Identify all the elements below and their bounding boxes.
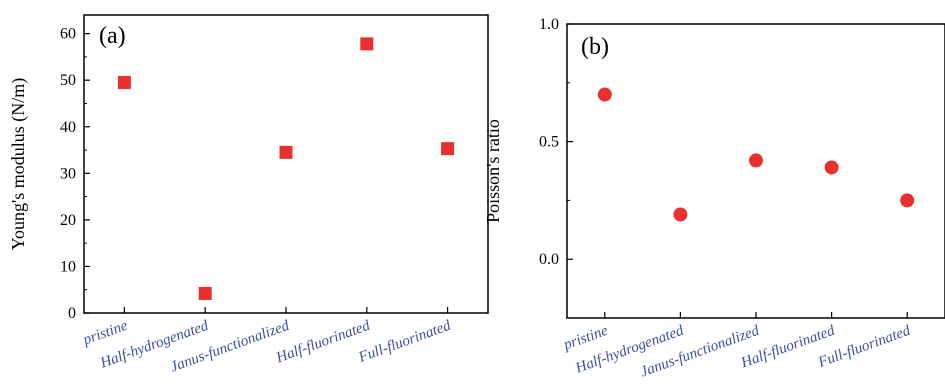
data-point-circle xyxy=(597,87,612,102)
panel-label: (b) xyxy=(581,34,609,60)
y-tick-label: 0.0 xyxy=(539,251,559,268)
data-point-square xyxy=(441,142,455,156)
data-point-circle xyxy=(824,160,839,175)
x-category-label: pristine xyxy=(80,318,130,349)
data-point-circle xyxy=(673,207,688,222)
plot-frame xyxy=(566,23,945,319)
panel-a-youngs-modulus: 0102030405060pristineHalf-hydrogenatedJa… xyxy=(8,14,489,376)
data-point-square xyxy=(360,37,374,51)
y-tick-label: 1.0 xyxy=(539,16,559,33)
plot-frame xyxy=(83,14,489,314)
y-tick-label: 30 xyxy=(60,165,76,182)
y-tick-label: 40 xyxy=(60,119,76,136)
x-category-label: pristine xyxy=(561,323,611,354)
panel-label: (a) xyxy=(99,23,126,49)
y-tick-label: 0.5 xyxy=(539,134,559,151)
y-tick-label: 60 xyxy=(60,26,76,43)
y-tick-label: 10 xyxy=(60,258,76,275)
panel-b-poissons-ratio: 0.00.51.0pristineHalf-hydrogenatedJanus-… xyxy=(483,16,945,381)
y-tick-label: 20 xyxy=(60,212,76,229)
y-axis-title: Poisson's ratio xyxy=(483,119,503,223)
y-tick-label: 0 xyxy=(68,305,76,322)
data-point-square xyxy=(198,286,212,300)
y-tick-label: 50 xyxy=(60,72,76,89)
data-point-circle xyxy=(749,153,763,168)
data-point-square xyxy=(117,76,131,90)
y-axis-title: Young's modulus (N/m) xyxy=(8,78,29,250)
data-point-square xyxy=(279,145,293,159)
data-point-circle xyxy=(900,193,915,208)
x-category-label: Full-fluorinated xyxy=(356,318,454,367)
